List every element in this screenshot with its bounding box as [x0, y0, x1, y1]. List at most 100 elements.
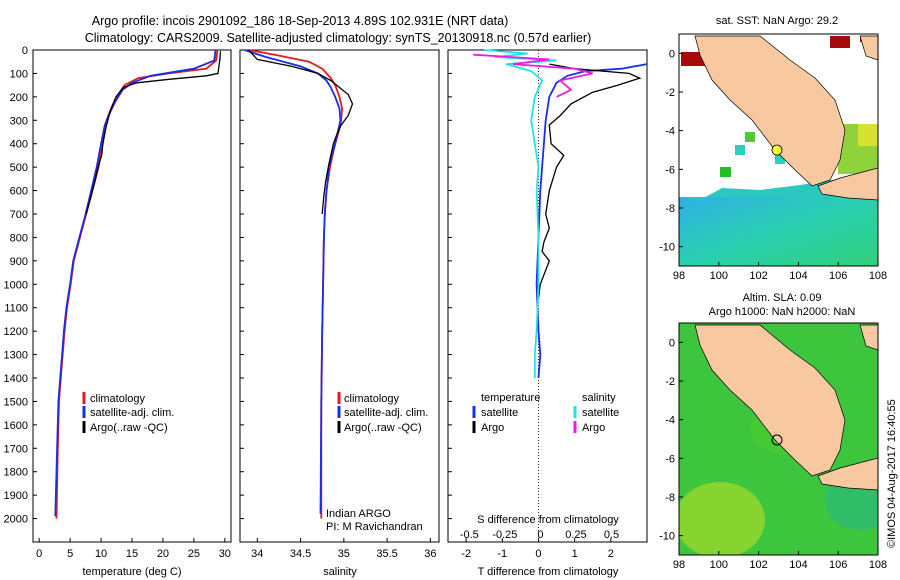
depth-tick-label: 200: [10, 92, 28, 104]
sla-map-title-1: Altim. SLA: 0.09: [743, 292, 822, 304]
salinity-frame: [239, 49, 440, 543]
lon-tick-label: 100: [710, 270, 728, 282]
depth-tick-label: 900: [10, 256, 28, 268]
x-tick-label: -1: [497, 548, 507, 560]
legend-s-satellite-label: satellite: [582, 407, 619, 419]
argo-line: [85, 51, 222, 215]
argo-salinity-line: [473, 53, 593, 98]
argo-line: [248, 49, 354, 215]
depth-tick-label: 1600: [4, 420, 28, 432]
x-tick-label: -2: [461, 548, 471, 560]
lon-tick-label: 108: [869, 559, 887, 571]
x-tick-label: 35: [338, 548, 350, 560]
sla-map: Altim. SLA: 0.09 Argo h1000: NaN h2000: …: [659, 292, 898, 571]
x-tick-label: 30: [219, 548, 231, 560]
sla-map-title-2: Argo h1000: NaN h2000: NaN: [709, 306, 856, 318]
depth-tick-label: 1900: [4, 490, 28, 502]
x-tick-label: 5: [67, 548, 73, 560]
temperature-legend: climatology satellite-adj. clim. Argo(..…: [82, 392, 174, 434]
depth-tick-label: 1400: [4, 373, 28, 385]
lon-tick-label: 106: [829, 270, 847, 282]
depth-tick-label: 2000: [4, 514, 28, 526]
lat-tick-label: 0: [669, 48, 675, 60]
lat-tick-label: -2: [665, 87, 675, 99]
x-tick-label: 0: [36, 548, 42, 560]
sst-coverage-field: [679, 197, 878, 266]
depth-tick-label: 0: [22, 45, 28, 57]
argo-float-marker: [771, 144, 783, 156]
satellite-line: [244, 49, 342, 514]
sumatra-land: [694, 324, 846, 477]
depth-tick-label: 1800: [4, 467, 28, 479]
lat-tick-label: -4: [665, 415, 675, 427]
climatology-line: [55, 49, 219, 519]
depth-tick-label: 1700: [4, 443, 28, 455]
lon-tick-label: 106: [829, 559, 847, 571]
x-tick-label: 20: [157, 548, 169, 560]
lon-tick-label: 104: [789, 559, 807, 571]
lon-tick-label: 102: [749, 559, 767, 571]
depth-tick-label: 1300: [4, 350, 28, 362]
salinity-axis-label: salinity: [323, 566, 357, 578]
legend-satellite-label: satellite-adj. clim.: [344, 407, 428, 419]
imos-watermark: ©IMOS 04-Aug-2017 16:40:55: [886, 399, 898, 548]
x-tick-label: 34: [251, 548, 263, 560]
satellite-line: [54, 49, 217, 517]
x-tick-label: 1: [572, 548, 578, 560]
legend-head-salinity: salinity: [582, 392, 616, 404]
sla-high-patch: [679, 482, 765, 555]
legend-t-satellite-label: satellite: [481, 407, 518, 419]
sst-cell: [745, 132, 755, 142]
legend-head-temperature: temperature: [481, 392, 540, 404]
legend-t-argo-label: Argo: [481, 422, 504, 434]
salinity-panel: 34 34.5 35 35.5 36 salinity climatology sate…: [239, 49, 440, 578]
sumatra-land: [694, 35, 846, 187]
satellite-line: [535, 63, 648, 379]
x-tick-label: 25: [188, 548, 200, 560]
x-tick-label: 0: [535, 548, 541, 560]
header-line-2: Climatology: CARS2009. Satellite-adjuste…: [85, 31, 592, 45]
legend-s-argo-label: Argo: [582, 422, 605, 434]
sst-hot-cells-2: [830, 36, 850, 48]
lat-tick-label: -10: [659, 242, 675, 254]
x-tick-label: 36: [424, 548, 436, 560]
legend-climatology-label: climatology: [90, 393, 146, 405]
annotation-pi: PI: M Ravichandran: [326, 521, 423, 533]
depth-tick-label: 100: [10, 68, 28, 80]
depth-tick-label: 1100: [4, 303, 28, 315]
header-line-1: Argo profile: incois 2901092_186 18-Sep-…: [92, 14, 509, 28]
lat-tick-label: -8: [665, 492, 675, 504]
x-tick-label: 35.5: [376, 548, 397, 560]
depth-tick-label: 1500: [4, 396, 28, 408]
borneo-land: [859, 35, 878, 61]
borneo-land: [859, 324, 878, 351]
sst-cell-2: [735, 145, 745, 155]
depth-tick-label: 1200: [4, 326, 28, 338]
depth-tick-label: 600: [10, 186, 28, 198]
lat-tick-label: -6: [665, 453, 675, 465]
lat-tick-label: -2: [665, 376, 675, 388]
s-difference-title: S difference from climatology: [477, 514, 619, 526]
legend-climatology-label: climatology: [344, 393, 400, 405]
java-land: [817, 167, 878, 201]
argo-line: [537, 63, 642, 299]
s-tick-label: 0.5: [604, 529, 619, 541]
depth-tick-label: 300: [10, 115, 28, 127]
depth-tick-label: 700: [10, 209, 28, 221]
difference-panel: -2 -1 0 1 2 -0.5 -0.25 0 0.25 0.5 S difference f…: [447, 49, 648, 578]
sst-map-title: sat. SST: NaN Argo: 29.2: [716, 15, 838, 27]
argo-float-marker: [771, 434, 783, 446]
java-land: [817, 457, 878, 491]
s-tick-label: -0.5: [460, 529, 479, 541]
lat-tick-label: -6: [665, 164, 675, 176]
temperature-panel: 0 5 10 15 20 25 30 0 100 200 300 400 500 600 700 800 90…: [4, 45, 452, 578]
s-tick-label: -0.25: [492, 529, 517, 541]
legend-argo-label: Argo(..raw -QC): [90, 422, 168, 434]
x-tick-label: 34.5: [290, 548, 311, 560]
s-tick-label: 0.25: [565, 529, 586, 541]
s-tick-label: 0: [537, 529, 543, 541]
lon-tick-label: 108: [869, 270, 887, 282]
x-tick-label: 10: [95, 548, 107, 560]
salinity-legend: climatology satellite-adj. clim. Argo(..…: [337, 392, 428, 434]
